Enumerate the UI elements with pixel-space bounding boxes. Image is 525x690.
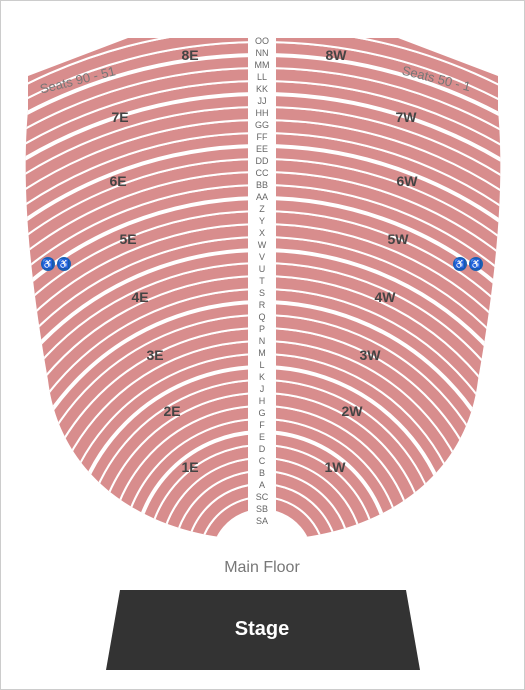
row-label: NN <box>256 48 269 58</box>
section-label-8e[interactable]: 8E <box>181 47 198 63</box>
section-label-4w[interactable]: 4W <box>375 289 397 305</box>
row-label: JJ <box>258 96 267 106</box>
row-label: B <box>259 468 265 478</box>
row-label: X <box>259 228 265 238</box>
row-label: A <box>259 480 265 490</box>
section-label-2w[interactable]: 2W <box>342 403 364 419</box>
row-label: Q <box>258 312 265 322</box>
row-label: MM <box>255 60 270 70</box>
ada-icon: ♿ <box>41 257 55 271</box>
svg-text:♿: ♿ <box>58 258 69 269</box>
section-label-6e[interactable]: 6E <box>109 173 126 189</box>
row-label: G <box>258 408 265 418</box>
row-label: U <box>259 264 266 274</box>
svg-text:♿: ♿ <box>470 258 481 269</box>
row-label: HH <box>256 108 269 118</box>
row-label: E <box>259 432 265 442</box>
row-label: GG <box>255 120 269 130</box>
section-label-7e[interactable]: 7E <box>111 109 128 125</box>
row-label: SB <box>256 504 268 514</box>
row-label: S <box>259 288 265 298</box>
section-label-4e[interactable]: 4E <box>131 289 148 305</box>
section-label-2e[interactable]: 2E <box>163 403 180 419</box>
row-label: T <box>259 276 265 286</box>
row-label: Z <box>259 204 265 214</box>
row-label: SC <box>256 492 269 502</box>
row-label: D <box>259 444 266 454</box>
row-label: LL <box>257 72 267 82</box>
row-label: L <box>259 360 264 370</box>
stage-label: Stage <box>235 618 289 640</box>
seating-chart: SA SB SC ABCDEFGHJKLMNPQRSTUVWXYZ AA BB CC DD EE… <box>0 0 525 690</box>
section-label-3e[interactable]: 3E <box>146 347 163 363</box>
row-label: K <box>259 372 265 382</box>
section-label-7w[interactable]: 7W <box>396 109 418 125</box>
row-label: W <box>258 240 267 250</box>
row-label: M <box>258 348 266 358</box>
ada-icon: ♿ <box>453 257 467 271</box>
row-label: H <box>259 396 266 406</box>
section-label-8w[interactable]: 8W <box>326 47 348 63</box>
section-label-1w[interactable]: 1W <box>325 459 347 475</box>
svg-text:♿: ♿ <box>454 258 465 269</box>
row-label: C <box>259 456 266 466</box>
row-label: V <box>259 252 265 262</box>
row-label: DD <box>256 156 269 166</box>
row-label: R <box>259 300 266 310</box>
row-label: N <box>259 336 266 346</box>
row-label: OO <box>255 36 269 46</box>
row-label: KK <box>256 84 268 94</box>
section-label-5e[interactable]: 5E <box>119 231 136 247</box>
row-label: FF <box>257 132 268 142</box>
section-label-5w[interactable]: 5W <box>388 231 410 247</box>
row-label: P <box>259 324 265 334</box>
section-label-1e[interactable]: 1E <box>181 459 198 475</box>
section-label-3w[interactable]: 3W <box>360 347 382 363</box>
row-label: F <box>259 420 265 430</box>
row-label: EE <box>256 144 268 154</box>
row-label: J <box>260 384 265 394</box>
row-label: CC <box>256 168 269 178</box>
row-label: SA <box>256 516 268 526</box>
ada-icon: ♿ <box>469 257 483 271</box>
row-label: Y <box>259 216 265 226</box>
row-label: BB <box>256 180 268 190</box>
section-label-6w[interactable]: 6W <box>397 173 419 189</box>
ada-icon: ♿ <box>57 257 71 271</box>
svg-text:♿: ♿ <box>42 258 53 269</box>
main-floor-label: Main Floor <box>224 559 300 576</box>
row-label: AA <box>256 192 268 202</box>
